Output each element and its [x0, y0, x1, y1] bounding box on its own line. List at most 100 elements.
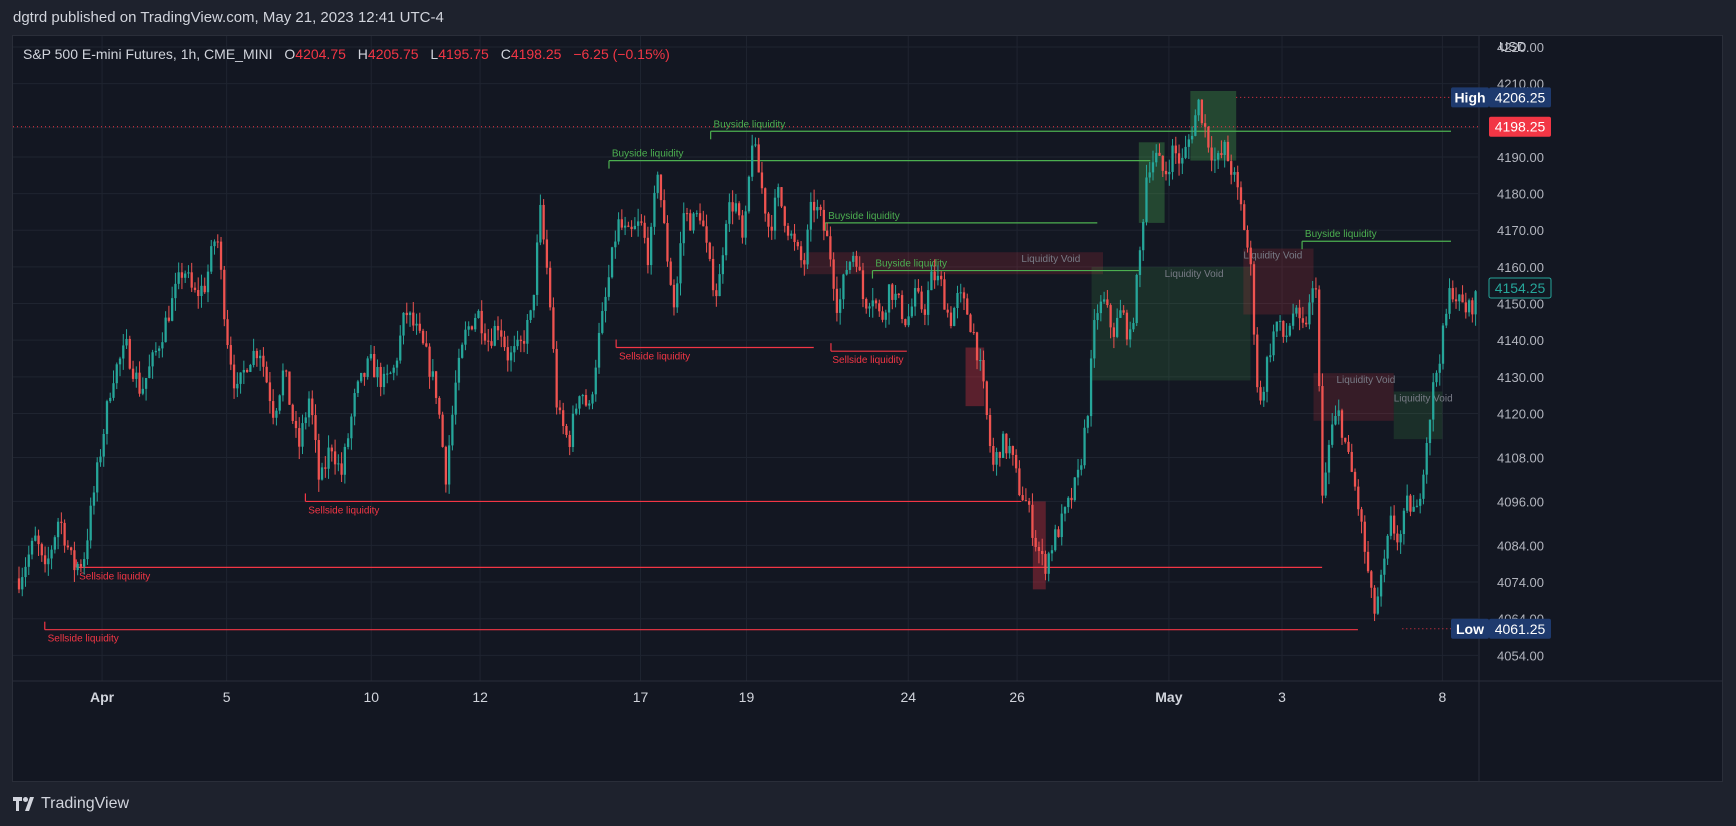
last-price-badge-value: 4198.25: [1495, 119, 1546, 135]
price-chart[interactable]: Liquidity Void Liquidity Void Liquidity Vo…: [13, 36, 1722, 781]
candle-body: [56, 521, 60, 538]
candle-body: [431, 371, 434, 377]
candle-body: [1102, 299, 1106, 302]
candle-body: [1259, 387, 1262, 401]
tradingview-logo-icon: [13, 797, 34, 811]
candle-body: [418, 323, 421, 331]
candle-body: [835, 288, 839, 313]
candle-body: [878, 303, 881, 312]
candle-body: [718, 274, 721, 297]
candle-body: [1337, 410, 1340, 417]
candle-body: [167, 317, 171, 321]
chart-panel[interactable]: Liquidity Void Liquidity Void Liquidity Vo…: [12, 35, 1723, 782]
candle-body: [252, 350, 255, 365]
candle-body: [744, 211, 747, 238]
candle-body: [281, 370, 285, 396]
candle-body: [118, 358, 122, 365]
candle-body: [327, 447, 330, 469]
price-tick-label: 4054.00: [1497, 648, 1544, 663]
candle-body: [1471, 300, 1474, 315]
candle-body: [115, 364, 118, 384]
candle-body: [1122, 310, 1125, 313]
candle-body: [506, 347, 509, 361]
candle-body: [842, 274, 845, 300]
time-tick-label: 8: [1439, 689, 1447, 705]
candle-body: [988, 414, 992, 447]
candle-body: [1396, 533, 1399, 543]
candle-body: [653, 192, 656, 227]
candle-body: [597, 332, 601, 368]
candle-body: [477, 310, 480, 318]
candle-body: [1184, 146, 1187, 158]
candle-body: [1262, 391, 1265, 401]
candle-body: [92, 492, 96, 506]
candle-body: [1142, 221, 1145, 251]
candle-body: [656, 174, 659, 193]
candle-body: [69, 547, 73, 551]
candle-body: [1386, 535, 1389, 559]
candle-body: [1119, 310, 1122, 318]
candle-body: [812, 201, 816, 211]
price-tick-label: 4108.00: [1497, 450, 1544, 465]
currency-label: USD: [1499, 39, 1526, 54]
candle-body: [405, 312, 408, 316]
candle-body: [1011, 446, 1015, 455]
candle-body: [1028, 501, 1031, 505]
candle-body: [738, 203, 741, 216]
candle-body: [1158, 152, 1161, 156]
candle-body: [760, 172, 764, 189]
candle-body: [1340, 410, 1344, 438]
high-caption: High: [1454, 89, 1485, 105]
candle-body: [197, 290, 200, 297]
liquidity-void-zone: [803, 252, 1104, 275]
candle-body: [715, 290, 718, 297]
footer-brand[interactable]: TradingView: [13, 794, 129, 814]
candle-body: [395, 360, 399, 368]
candle-body: [268, 382, 272, 402]
candle-body: [1432, 382, 1435, 420]
candle-body: [695, 213, 698, 215]
candle-body: [219, 241, 223, 270]
buyside-liquidity-label: Buyside liquidity: [1305, 229, 1377, 240]
candle-body: [180, 272, 184, 278]
candle-body: [493, 325, 496, 346]
candle-body: [1145, 177, 1148, 222]
liquidity-void-label: Liquidity Void: [1021, 254, 1080, 265]
candle-body: [441, 414, 444, 447]
candle-body: [799, 246, 803, 261]
buyside-liquidity-label: Buyside liquidity: [714, 119, 786, 130]
candle-body: [607, 277, 610, 297]
candle-body: [1360, 509, 1363, 522]
candle-body: [1399, 534, 1402, 543]
candle-body: [272, 401, 275, 418]
sellside-liquidity-label: Sellside liquidity: [832, 355, 903, 366]
candle-body: [1073, 477, 1076, 501]
candle-body: [53, 537, 56, 550]
candle-body: [568, 434, 571, 448]
candle-body: [1252, 264, 1256, 335]
candle-body: [1037, 546, 1041, 551]
candle-body: [1177, 153, 1181, 164]
candle-body: [154, 350, 158, 353]
candle-body: [1190, 135, 1194, 140]
candle-body: [913, 287, 917, 307]
candle-body: [809, 201, 812, 230]
candle-body: [953, 308, 956, 326]
candle-body: [1304, 322, 1308, 325]
candle-body: [503, 336, 506, 348]
low-price-value: 4061.25: [1495, 621, 1546, 637]
candle-body: [399, 335, 402, 361]
candle-body: [258, 355, 262, 359]
candle-body: [591, 394, 594, 404]
candle-body: [412, 312, 415, 326]
publish-line: dgtrd published on TradingView.com, May …: [13, 9, 444, 26]
candle-body: [102, 434, 105, 457]
candle-body: [1344, 437, 1347, 442]
candle-body: [956, 292, 959, 309]
candle-body: [232, 364, 236, 389]
candle-body: [1138, 250, 1142, 275]
candle-body: [200, 285, 203, 297]
candle-body: [682, 213, 685, 244]
candle-body: [640, 221, 643, 223]
candle-body: [320, 467, 324, 480]
